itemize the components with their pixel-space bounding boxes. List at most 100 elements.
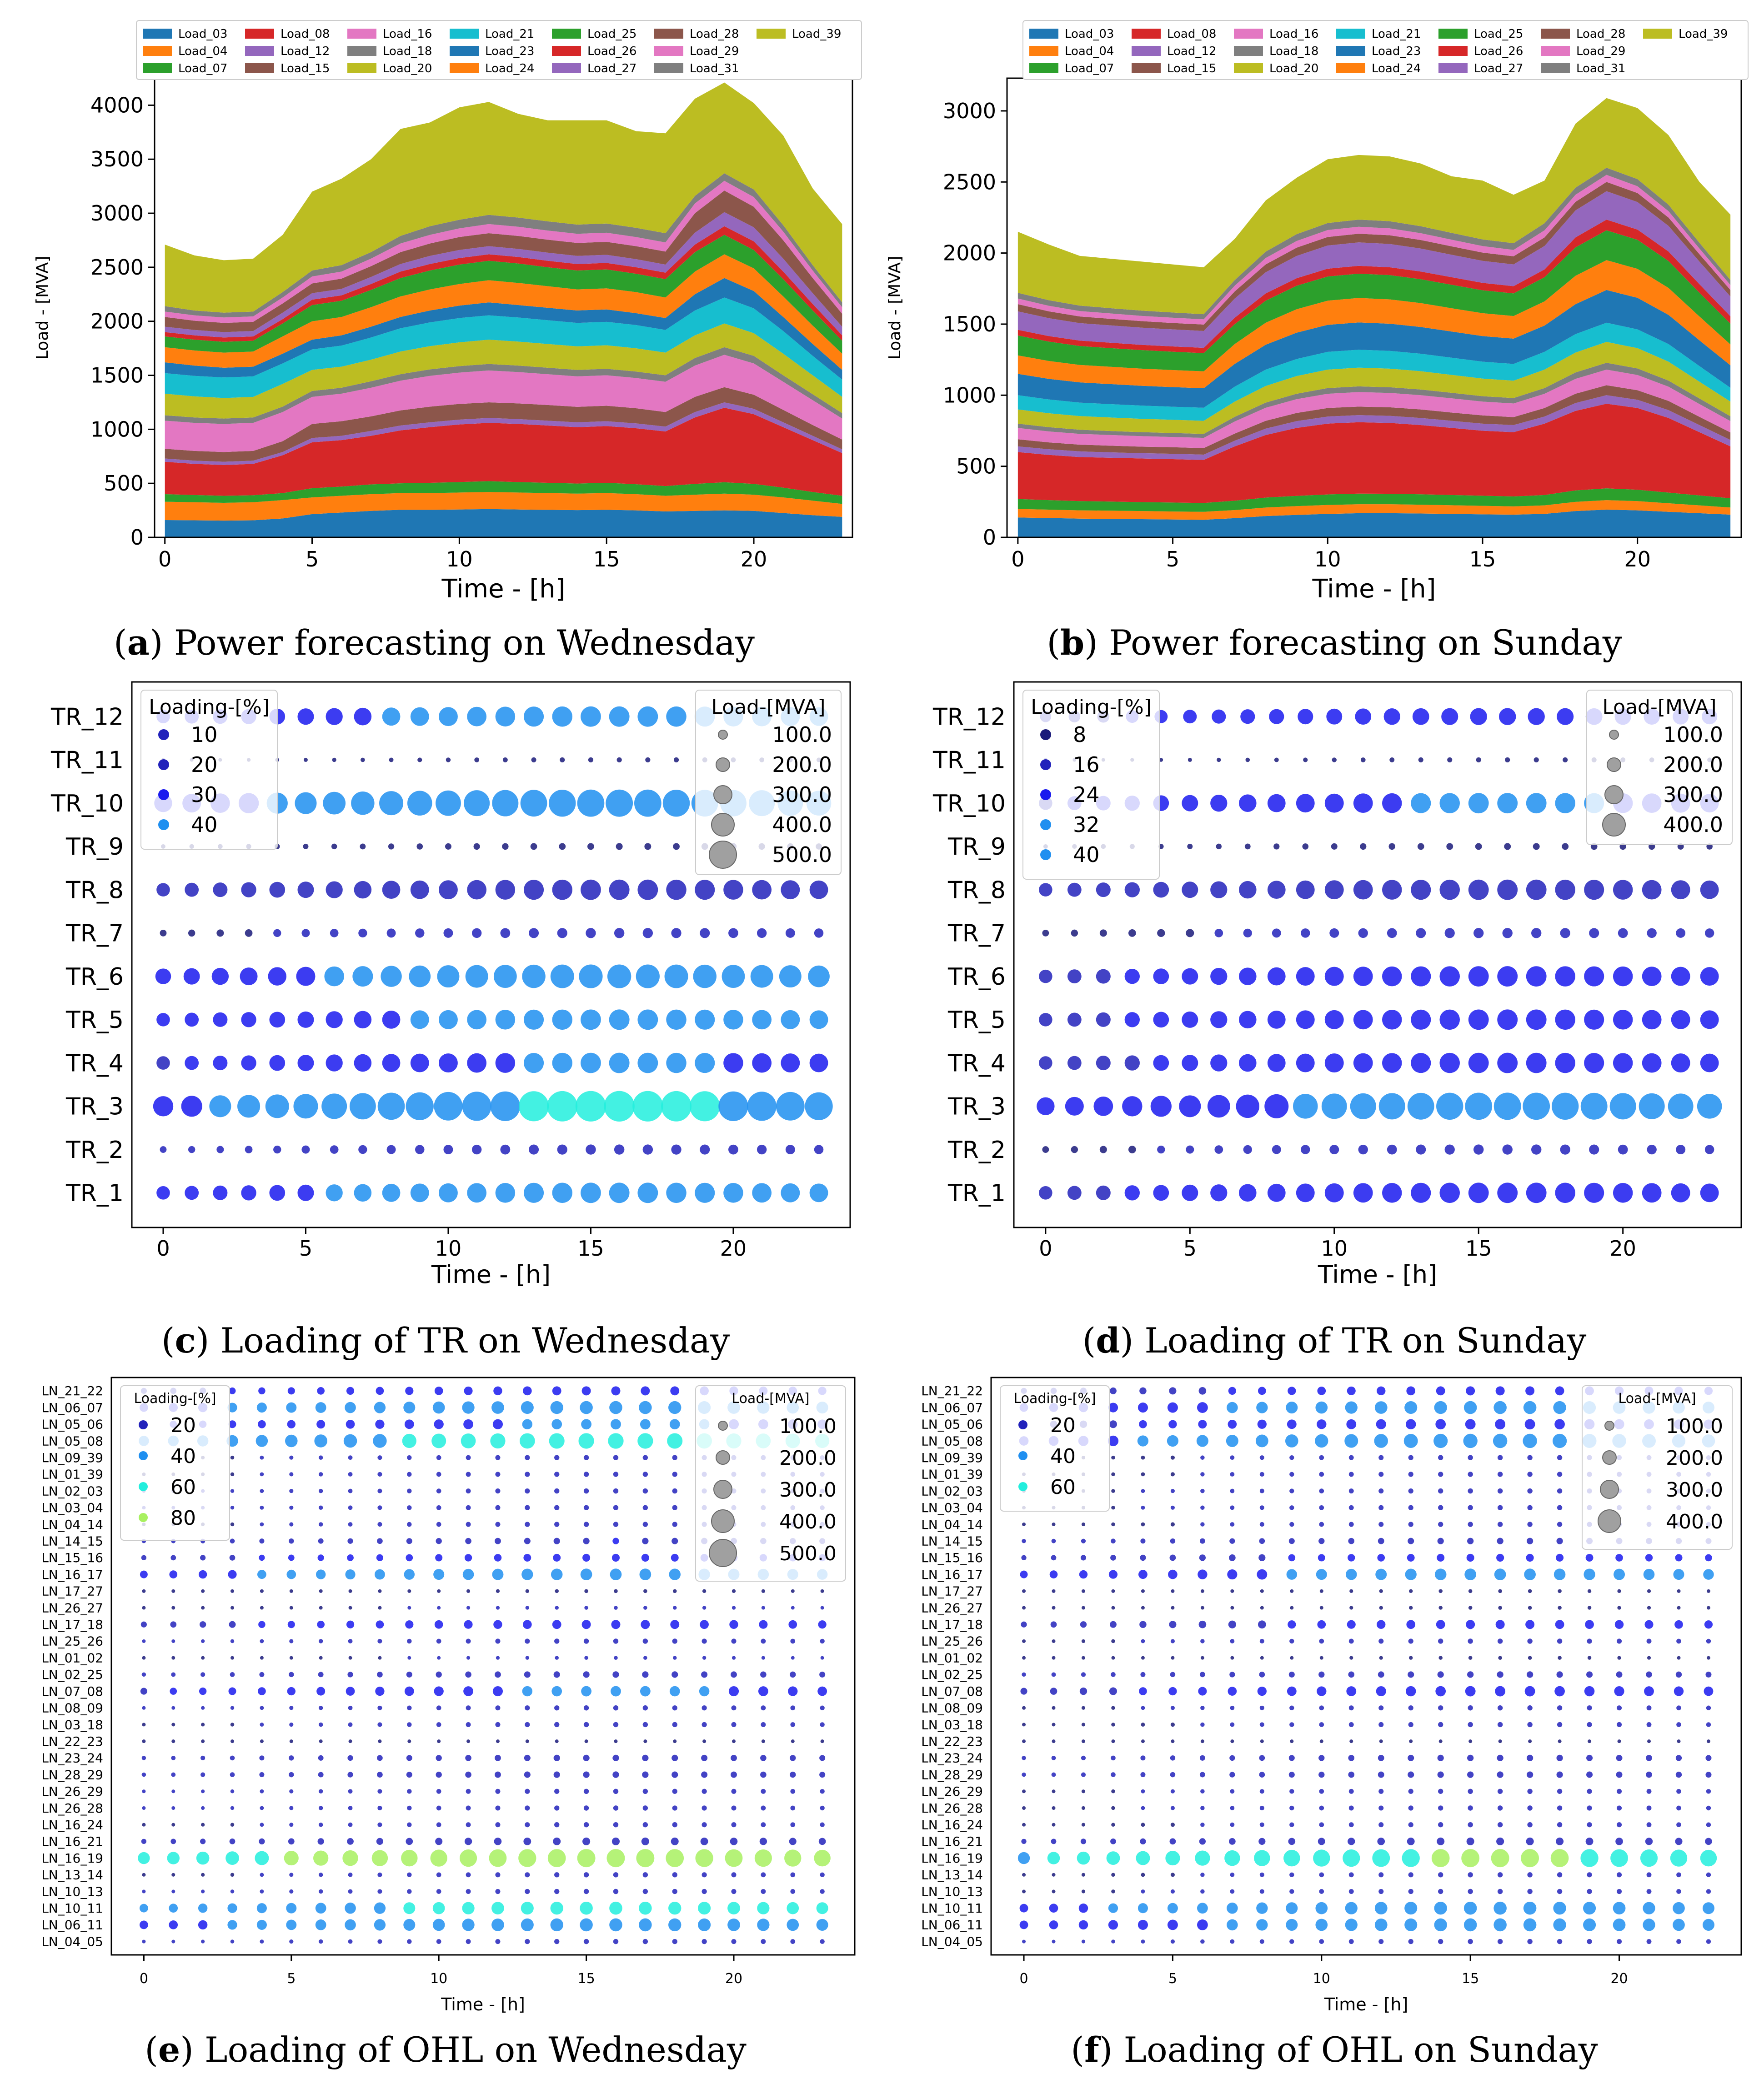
bubble-point [200,1772,205,1777]
bubble-point [583,1805,589,1811]
bubble-point [1613,1183,1633,1203]
bubble-point [547,1091,578,1122]
bubble-point [436,1671,442,1678]
bubble-point [229,1621,236,1628]
bubble-point [1468,1522,1473,1527]
bubble-point [1527,1705,1533,1711]
legend-loading-label: 60 [170,1476,196,1499]
bubble-point [551,1568,563,1580]
bubble-point [729,1620,738,1629]
bubble-point [1230,1789,1235,1794]
bubble-point [1170,1672,1176,1678]
bubble-point [1169,1387,1177,1395]
bubble-point [1230,1889,1235,1894]
bubble-point [610,1568,622,1580]
bubble-point [346,1419,355,1429]
bubble-point [406,1755,412,1761]
bubble-point [523,1053,544,1073]
bubble-point [1493,1918,1507,1932]
bubble-point [407,1805,412,1811]
bubble-point [1700,1183,1719,1202]
legend-swatch [552,29,581,39]
bubble-point [167,1852,180,1864]
legend-label: Load_26 [1474,45,1523,58]
bubble-point [553,1538,560,1544]
bubble-point [1289,1488,1294,1493]
bubble-point [1200,1656,1204,1660]
bubble-point [317,1620,325,1628]
bubble-point [1052,1639,1056,1643]
bubble-point [403,1402,416,1414]
row-label: LN_28_29 [921,1767,983,1782]
bubble-point [640,1419,651,1430]
bubble-point [1124,1012,1140,1027]
bubble-point [613,1822,619,1828]
bubble-point [241,1055,256,1071]
bubble-point [1702,1902,1715,1914]
legend-label: Load_18 [1269,45,1318,58]
bubble-point [1226,1434,1238,1448]
bubble-point [787,1919,799,1931]
legend-swatch [757,29,786,39]
bubble-point [1378,1705,1384,1711]
bubble-point [382,1183,401,1202]
bubble-point [231,1589,235,1593]
bubble-point [1405,1568,1417,1580]
bubble-point [1259,1538,1265,1544]
bubble-point [437,1739,441,1743]
bubble-point [1438,1455,1443,1460]
bubble-point [230,1889,235,1894]
legend-label: Load_18 [383,45,432,58]
bubble-point [643,1606,647,1610]
bubble-point [525,1705,530,1711]
bubble-point [1527,1805,1533,1811]
bubble-point [555,1589,559,1593]
bubble-point [642,1722,648,1728]
legend-label: Load_29 [690,45,739,58]
bubble-point [1584,1182,1604,1203]
bubble-point [1353,1183,1373,1203]
bubble-point [1141,1739,1145,1743]
legend-load-box [1582,1385,1733,1550]
bubble-point [1555,793,1575,813]
bubble-point [465,965,488,988]
bubble-point [814,1145,824,1154]
bubble-point [582,1553,591,1562]
bubble-point [1706,1822,1711,1827]
legend-load-marker [1604,1421,1614,1431]
bubble-point [1439,1009,1460,1030]
bubble-point [170,1555,176,1561]
legend-load-label: 300.0 [779,1478,837,1502]
bubble-point [1230,1939,1235,1944]
bubble-point [1647,1606,1651,1610]
bubble-point [1617,1939,1622,1944]
bubble-point [170,1839,176,1844]
legend-load-title: Load-[MVA] [711,696,825,719]
bubble-point [1217,757,1221,762]
bubble-point [575,1091,606,1122]
bubble-point [495,1522,501,1527]
bubble-point [1525,1620,1535,1629]
legend-loading-label: 10 [191,722,218,747]
bubble-point [669,1419,680,1430]
bubble-point [609,1918,622,1932]
bubble-point [343,1434,357,1448]
bubble-point [1378,1488,1384,1494]
bubble-point [817,1686,827,1696]
legend-load-label: 200.0 [779,1447,837,1470]
bubble-point [761,1606,765,1610]
bubble-point [386,928,396,938]
bubble-point [614,1606,618,1610]
bubble-point [407,1789,412,1794]
bubble-point [1200,1706,1205,1710]
bubble-point [1169,1838,1176,1845]
legend-load-marker [1609,730,1619,740]
bubble-point [1022,1772,1026,1777]
bubble-point [1238,794,1257,812]
bubble-point [583,1788,589,1794]
bubble-point [728,928,738,938]
bubble-point [377,1455,382,1460]
bubble-point [1526,1671,1533,1678]
bubble-point [1301,1145,1310,1154]
bubble-point [1346,1419,1357,1429]
